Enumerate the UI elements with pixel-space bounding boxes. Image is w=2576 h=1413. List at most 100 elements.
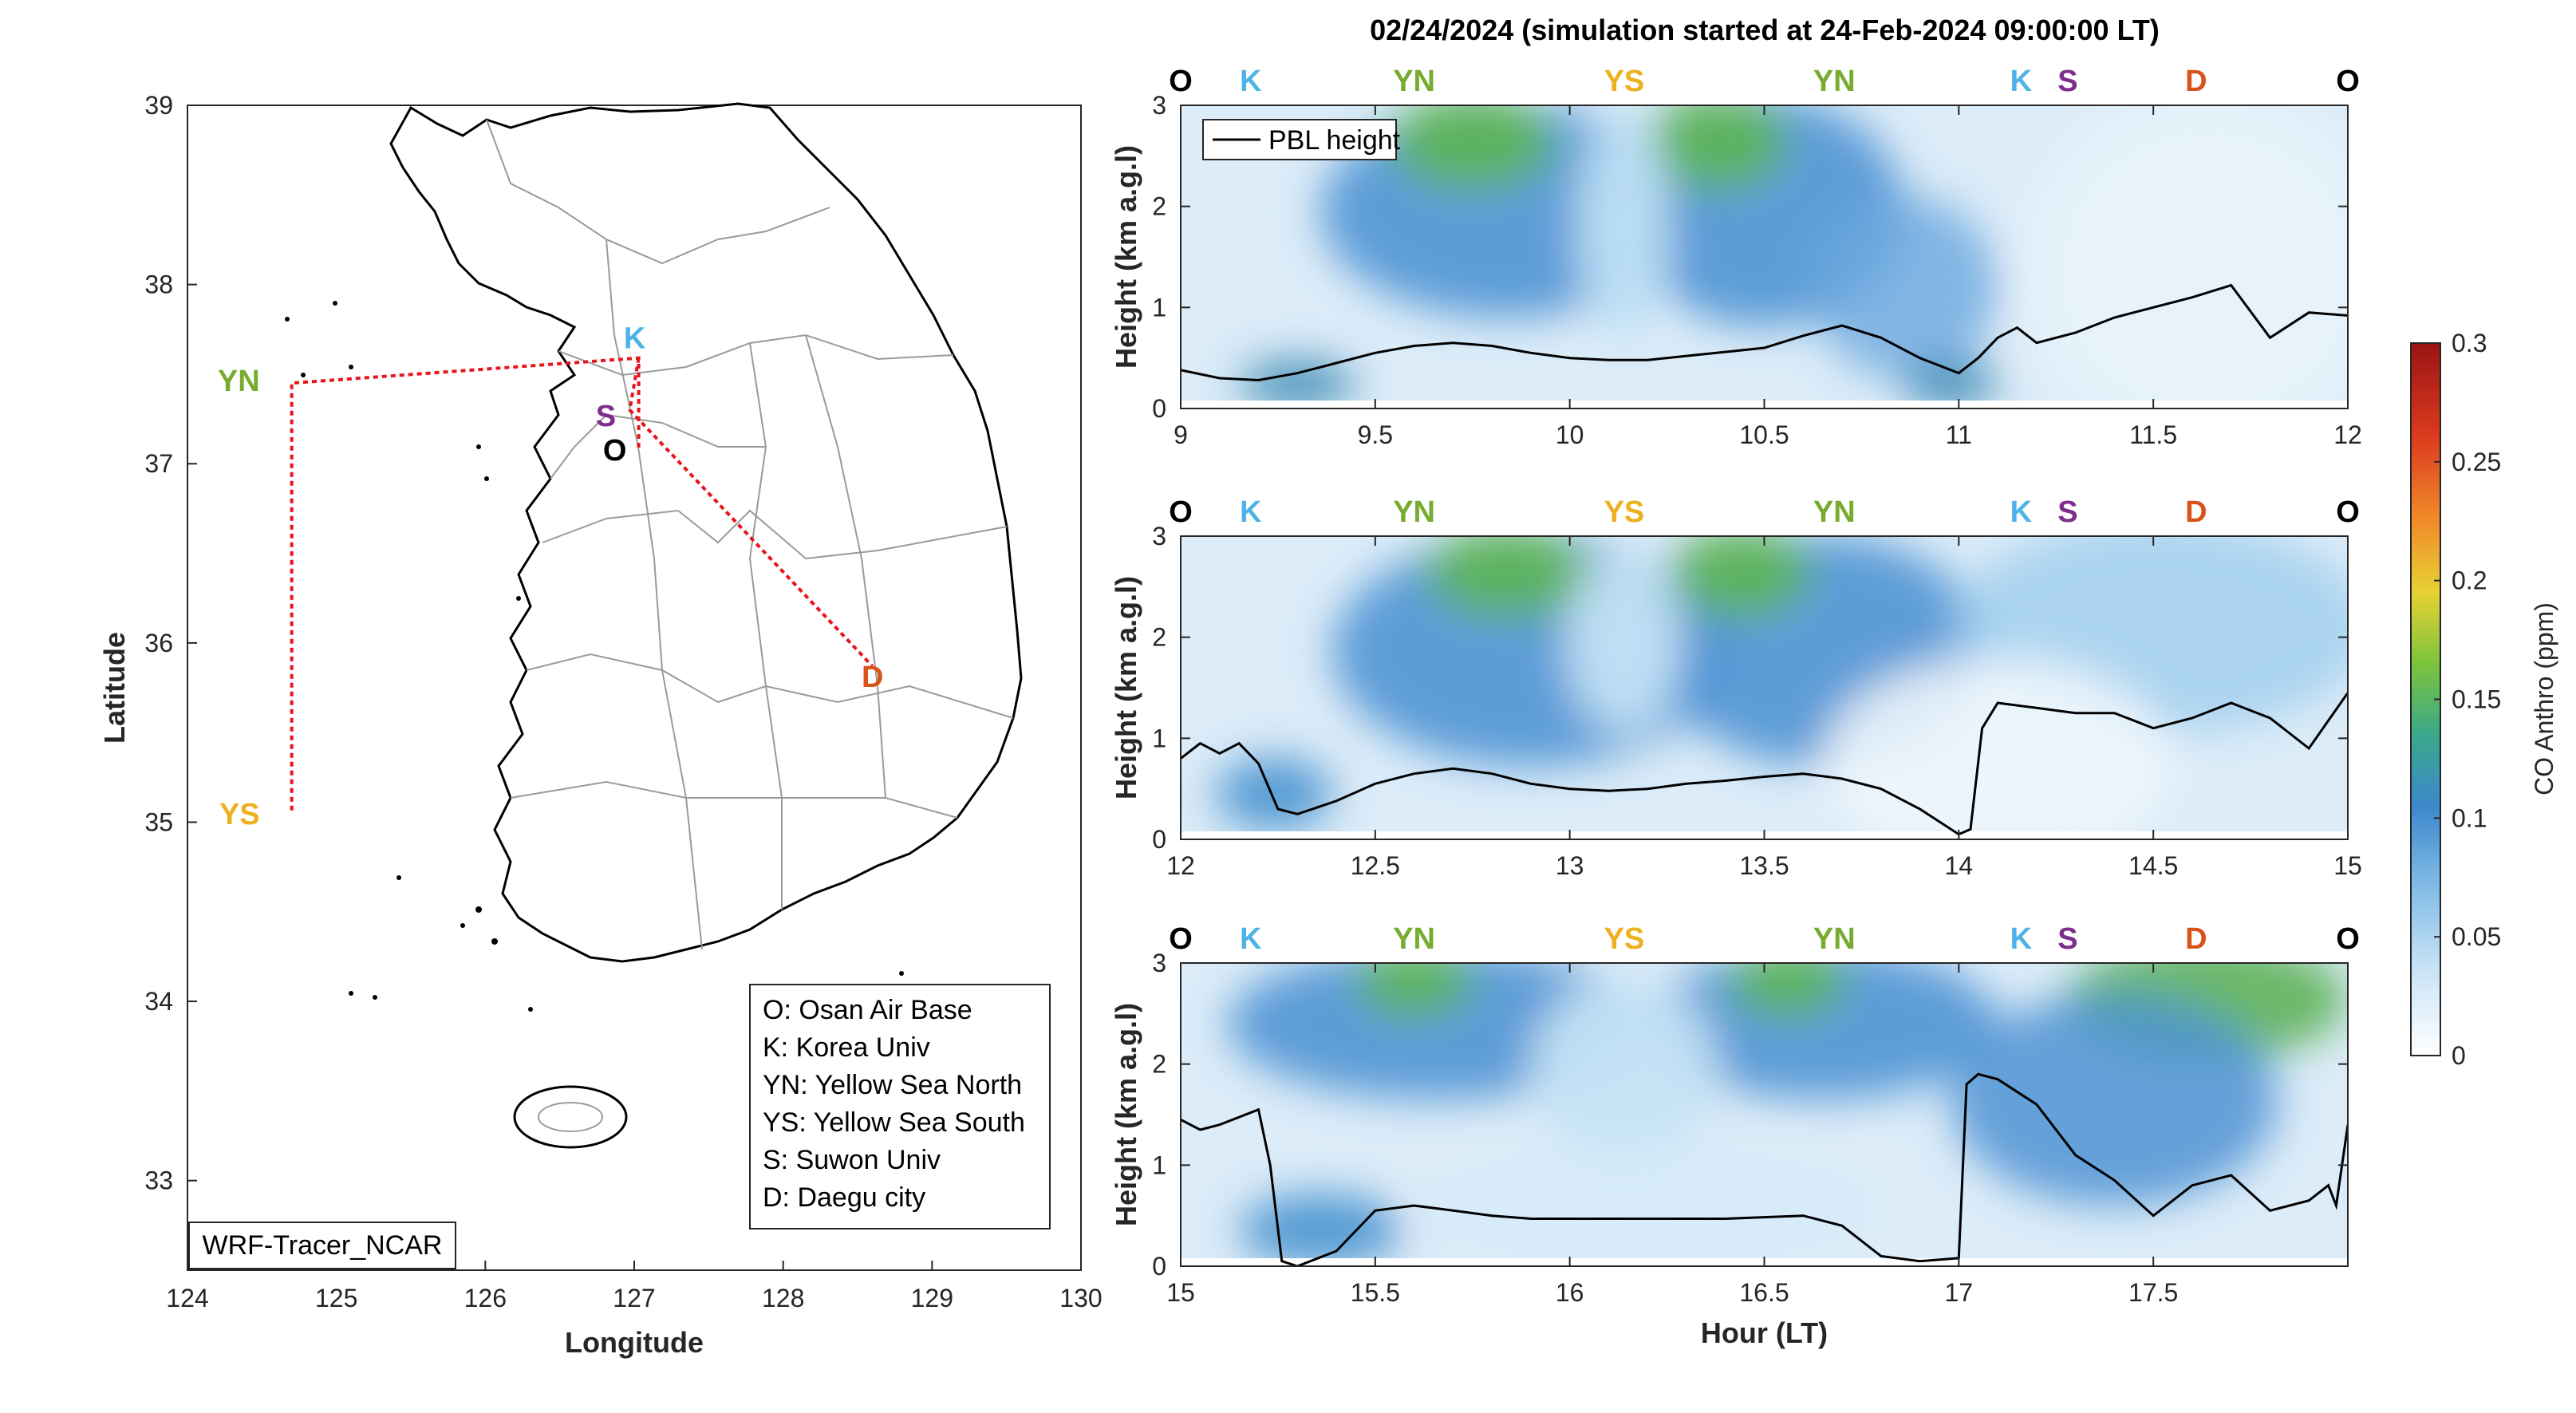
site-label-O: O [2336, 65, 2360, 98]
site-label-O: O [1169, 922, 1193, 956]
panel-ytick-label: 3 [1152, 522, 1166, 551]
pbl-height-line [1181, 692, 2348, 836]
map-xtick-label: 124 [166, 1284, 208, 1312]
panel-xtick-label: 11.5 [2129, 420, 2177, 449]
panel-xtick-label: 13 [1556, 851, 1584, 880]
map-xtick-label: 125 [315, 1284, 357, 1312]
map-ytick-label: 35 [144, 807, 173, 836]
colorbar-tick-label: 0.1 [2452, 803, 2487, 832]
colorbar-tick-label: 0.2 [2452, 566, 2487, 595]
site-label-YN: YN [1393, 65, 1435, 98]
map-xlabel: Longitude [565, 1326, 704, 1359]
map-ytick-label: 37 [144, 449, 173, 478]
legend-entry: K: Korea Univ [763, 1032, 930, 1063]
map-site-O: O [603, 434, 627, 468]
site-label-S: S [2057, 922, 2077, 956]
jeju-island [513, 1085, 628, 1149]
panel-ylabel: Height (km a.g.l) [1110, 145, 1142, 369]
panel-xtick-label: 13.5 [1739, 851, 1789, 880]
panel-xtick-label: 9.5 [1358, 420, 1393, 449]
colorbar: 0 0.05 0.1 0.15 0.2 0.25 0.3 CO Anthro (ppm) [2410, 329, 2558, 1070]
site-label-D: D [2185, 65, 2207, 98]
map-xtick-label: 130 [1059, 1284, 1102, 1312]
site-label-YN: YN [1813, 922, 1856, 956]
pbl-height-line [1181, 1072, 2348, 1266]
map-y-ticks: 39 38 37 36 35 34 33 [144, 91, 197, 1195]
site-label-YN: YN [1813, 65, 1856, 98]
colorbar-label: CO Anthro (ppm) [2530, 602, 2558, 795]
site-label-YS: YS [1604, 65, 1645, 98]
panel-ytick-label: 2 [1152, 192, 1166, 221]
site-label-K: K [1240, 922, 1262, 956]
site-legend: O: Osan Air Base K: Korea Univ YN: Yellow … [763, 995, 1025, 1213]
site-label-K: K [1240, 495, 1262, 529]
map-xtick-label: 126 [464, 1284, 507, 1312]
islands [285, 301, 904, 1012]
colorbar-tick-label: 0.25 [2452, 448, 2501, 476]
model-badge-box [188, 1222, 456, 1269]
site-label-YS: YS [1604, 922, 1645, 956]
route-west [290, 356, 641, 814]
map-xtick-label: 128 [762, 1284, 804, 1312]
map-site-YN: YN [218, 365, 260, 398]
map-site-D: D [862, 661, 883, 694]
panel-ytick-label: 3 [1152, 91, 1166, 120]
colorbar-tick-label: 0.05 [2452, 922, 2501, 951]
site-label-O: O [1169, 495, 1193, 529]
panel-xtick-label: 14 [1945, 851, 1974, 880]
panel-xtick-label: 12 [1166, 851, 1195, 880]
site-label-O: O [1169, 65, 1193, 98]
panel-xtick-label: 12 [2333, 420, 2362, 449]
figure-title: 02/24/2024 (simulation started at 24-Feb… [1370, 14, 2160, 46]
panel-xtick-label: 16.5 [1739, 1278, 1789, 1307]
site-label-D: D [2185, 495, 2207, 529]
panel-xtick-label: 10.5 [1739, 420, 1789, 449]
panel-ytick-label: 1 [1152, 293, 1166, 322]
map-ytick-label: 38 [144, 270, 173, 299]
panel-xtick-label: 16 [1556, 1278, 1584, 1307]
panel-xtick-label: 10 [1556, 420, 1584, 449]
map-ytick-label: 33 [144, 1166, 173, 1195]
panel-ytick-label: 3 [1152, 949, 1166, 977]
panel-xtick-label: 15.5 [1351, 1278, 1400, 1307]
panel-xtick-label: 14.5 [2128, 851, 2178, 880]
site-label-YN: YN [1393, 922, 1435, 956]
map-site-labels: YN YS K SO D [218, 322, 884, 832]
site-label-YN: YN [1813, 495, 1856, 529]
site-label-YS: YS [1604, 495, 1645, 529]
site-label-O: O [2336, 922, 2360, 956]
legend-entry: S: Suwon Univ [763, 1145, 941, 1175]
panel-xtick-label: 15 [1166, 1278, 1195, 1307]
panel-ytick-label: 2 [1152, 1050, 1166, 1079]
panel-xtick-label: 11 [1946, 420, 1972, 449]
panel-xtick-label: 17 [1945, 1278, 1974, 1307]
route-east [628, 357, 874, 668]
panel-ytick-label: 0 [1152, 394, 1166, 423]
curtain-panel-3: 15 15.5 16 16.5 17 17.5 0 1 2 3 Height (km a.g.l) O… [1110, 922, 2360, 1349]
site-label-YN: YN [1393, 495, 1435, 529]
site-label-K: K [2010, 65, 2033, 98]
site-label-K: K [1240, 65, 1262, 98]
pbl-legend-label: PBL height [1268, 125, 1401, 156]
legend-entry: O: Osan Air Base [763, 995, 972, 1025]
site-legend-box [749, 984, 1051, 1229]
legend-entry: YS: Yellow Sea South [763, 1107, 1025, 1138]
map-ytick-label: 39 [144, 91, 173, 120]
panel-xtick-label: 15 [2333, 851, 2362, 880]
panel-xlabel: Hour (LT) [1701, 1316, 1828, 1349]
site-label-S: S [2057, 495, 2077, 529]
map-ylabel: Latitude [98, 632, 131, 744]
map-ytick-label: 36 [144, 629, 173, 657]
panel-ytick-label: 0 [1152, 1252, 1166, 1281]
map-site-S: S [596, 400, 616, 433]
panel-ylabel: Height (km a.g.l) [1110, 1003, 1142, 1226]
flight-route [290, 356, 874, 814]
panel-ytick-label: 2 [1152, 623, 1166, 652]
co-field [1181, 536, 2348, 839]
colorbar-ticks: 0 0.05 0.1 0.15 0.2 0.25 0.3 [2434, 329, 2501, 1070]
